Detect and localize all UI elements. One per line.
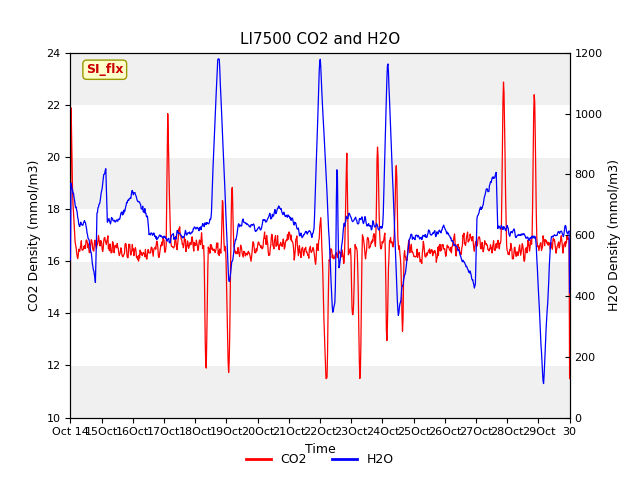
Bar — [70, 261, 570, 313]
Bar — [70, 313, 570, 365]
Text: SI_flx: SI_flx — [86, 63, 124, 76]
Title: LI7500 CO2 and H2O: LI7500 CO2 and H2O — [240, 33, 400, 48]
Y-axis label: CO2 Density (mmol/m3): CO2 Density (mmol/m3) — [28, 159, 41, 311]
Bar — [70, 105, 570, 157]
Y-axis label: H2O Density (mmol/m3): H2O Density (mmol/m3) — [608, 159, 621, 311]
X-axis label: Time: Time — [305, 443, 335, 456]
Bar — [70, 209, 570, 261]
Bar — [70, 365, 570, 418]
Bar — [70, 157, 570, 209]
Bar — [70, 53, 570, 105]
Legend: CO2, H2O: CO2, H2O — [241, 448, 399, 471]
